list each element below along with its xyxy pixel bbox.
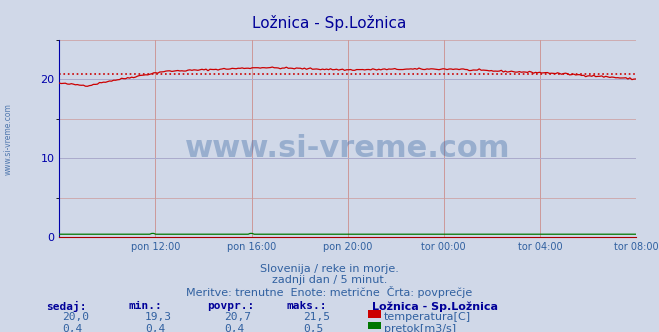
Text: Meritve: trenutne  Enote: metrične  Črta: povprečje: Meritve: trenutne Enote: metrične Črta: … bbox=[186, 286, 473, 298]
Text: 20,0: 20,0 bbox=[63, 312, 90, 322]
Text: 20,7: 20,7 bbox=[224, 312, 251, 322]
Text: Slovenija / reke in morje.: Slovenija / reke in morje. bbox=[260, 264, 399, 274]
Text: 0,4: 0,4 bbox=[224, 324, 244, 332]
Text: 0,4: 0,4 bbox=[63, 324, 83, 332]
Text: sedaj:: sedaj: bbox=[46, 301, 86, 312]
Text: temperatura[C]: temperatura[C] bbox=[384, 312, 471, 322]
Text: pretok[m3/s]: pretok[m3/s] bbox=[384, 324, 455, 332]
Text: Ložnica - Sp.Ložnica: Ložnica - Sp.Ložnica bbox=[252, 15, 407, 31]
Text: 0,5: 0,5 bbox=[303, 324, 324, 332]
Text: www.si-vreme.com: www.si-vreme.com bbox=[185, 134, 510, 163]
Text: min.:: min.: bbox=[129, 301, 162, 311]
Text: 21,5: 21,5 bbox=[303, 312, 330, 322]
Text: 0,4: 0,4 bbox=[145, 324, 165, 332]
Text: maks.:: maks.: bbox=[287, 301, 327, 311]
Text: Ložnica - Sp.Ložnica: Ložnica - Sp.Ložnica bbox=[372, 301, 498, 312]
Text: www.si-vreme.com: www.si-vreme.com bbox=[3, 104, 13, 175]
Text: zadnji dan / 5 minut.: zadnji dan / 5 minut. bbox=[272, 275, 387, 285]
Text: 19,3: 19,3 bbox=[145, 312, 172, 322]
Text: povpr.:: povpr.: bbox=[208, 301, 255, 311]
